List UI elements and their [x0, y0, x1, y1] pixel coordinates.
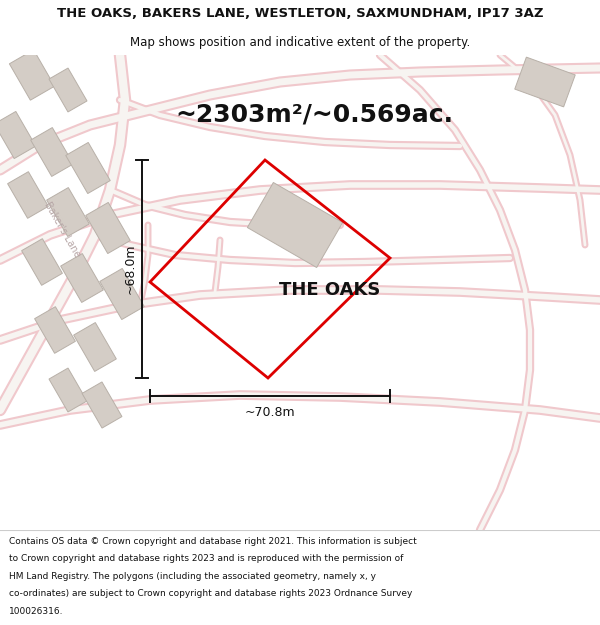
- Polygon shape: [247, 182, 343, 268]
- Polygon shape: [47, 188, 89, 236]
- Polygon shape: [66, 142, 110, 194]
- Polygon shape: [49, 68, 87, 112]
- Text: Map shows position and indicative extent of the property.: Map shows position and indicative extent…: [130, 36, 470, 49]
- Polygon shape: [100, 269, 144, 319]
- Text: co-ordinates) are subject to Crown copyright and database rights 2023 Ordnance S: co-ordinates) are subject to Crown copyr…: [9, 589, 412, 598]
- Polygon shape: [8, 172, 49, 218]
- Polygon shape: [61, 254, 103, 302]
- Polygon shape: [22, 239, 62, 286]
- Text: ~70.8m: ~70.8m: [245, 406, 295, 419]
- Text: ~68.0m: ~68.0m: [124, 244, 137, 294]
- Polygon shape: [31, 127, 73, 176]
- Polygon shape: [10, 50, 55, 100]
- Polygon shape: [49, 368, 87, 412]
- Text: THE OAKS, BAKERS LANE, WESTLETON, SAXMUNDHAM, IP17 3AZ: THE OAKS, BAKERS LANE, WESTLETON, SAXMUN…: [57, 8, 543, 20]
- Polygon shape: [74, 322, 116, 371]
- Text: 100026316.: 100026316.: [9, 607, 64, 616]
- Text: Contains OS data © Crown copyright and database right 2021. This information is : Contains OS data © Crown copyright and d…: [9, 537, 417, 546]
- Polygon shape: [86, 202, 130, 254]
- Text: ~2303m²/~0.569ac.: ~2303m²/~0.569ac.: [175, 103, 453, 127]
- Polygon shape: [0, 111, 36, 159]
- Polygon shape: [82, 382, 122, 428]
- Text: to Crown copyright and database rights 2023 and is reproduced with the permissio: to Crown copyright and database rights 2…: [9, 554, 403, 563]
- Text: HM Land Registry. The polygons (including the associated geometry, namely x, y: HM Land Registry. The polygons (includin…: [9, 572, 376, 581]
- Text: Baker's Lane: Baker's Lane: [42, 201, 82, 259]
- Polygon shape: [35, 307, 76, 353]
- Text: THE OAKS: THE OAKS: [280, 281, 380, 299]
- Polygon shape: [515, 57, 575, 107]
